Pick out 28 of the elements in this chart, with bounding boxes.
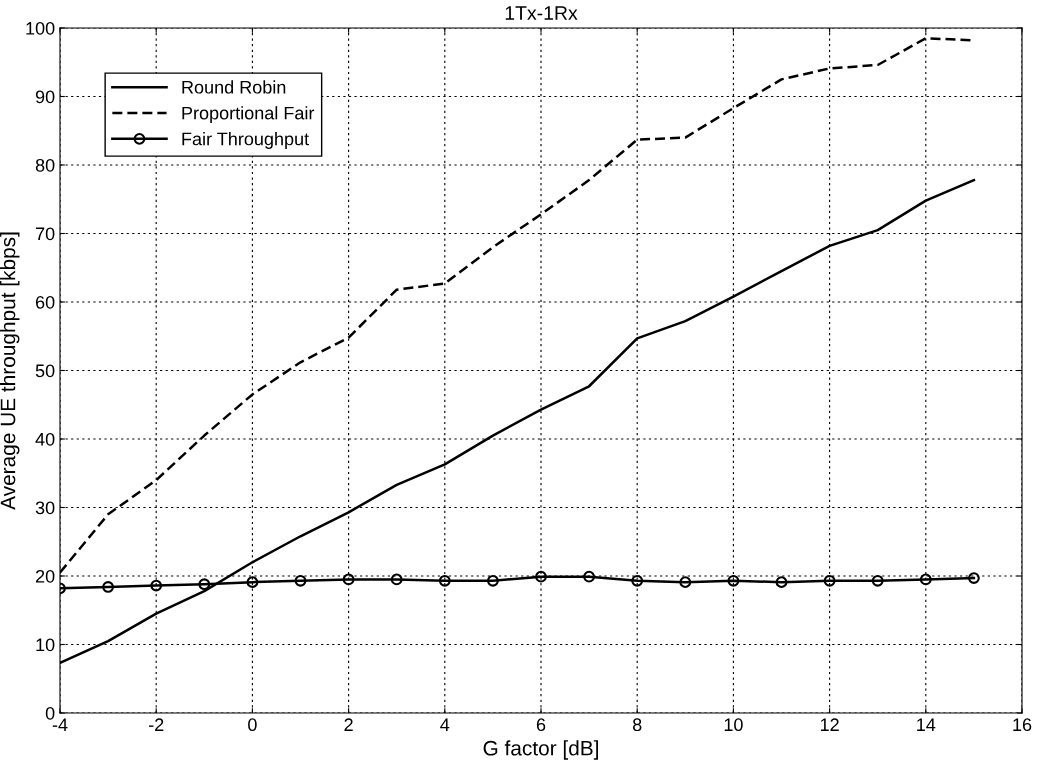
x-tick-label: 0 (248, 718, 257, 732)
y-axis-title: Average UE throughput [kbps] (0, 232, 20, 510)
x-tick-label: 2 (344, 718, 353, 731)
x-axis-title: G factor [dB] (483, 740, 598, 760)
y-tick-label: 40 (35, 432, 55, 446)
x-tick-label: 12 (820, 718, 839, 731)
y-tick-label: 60 (35, 295, 55, 309)
y-tick-label: 10 (36, 638, 55, 652)
x-tick-label: 6 (536, 718, 546, 732)
y-tick-label: 90 (35, 90, 55, 104)
y-tick-label: 0 (45, 706, 55, 720)
chart-title: 1Tx-1Rx (505, 6, 578, 20)
x-tick-label: -4 (52, 718, 68, 731)
y-tick-label: 30 (35, 501, 55, 515)
y-tick-label: 20 (35, 569, 55, 583)
y-tick-label: 50 (35, 364, 55, 378)
y-tick-label: 100 (26, 21, 55, 35)
legend-label: Round Robin (182, 80, 286, 94)
x-tick-label: -2 (148, 718, 164, 731)
legend-label: Proportional Fair (182, 106, 315, 124)
x-tick-label: 4 (440, 718, 450, 731)
x-tick-label: 10 (724, 718, 743, 732)
x-tick-label: 8 (632, 718, 642, 732)
x-tick-label: 16 (1013, 718, 1032, 732)
legend-label: Fair Throughput (182, 132, 309, 149)
y-tick-label: 80 (35, 158, 55, 172)
x-tick-label: 14 (917, 718, 936, 731)
y-tick-label: 70 (35, 227, 55, 241)
